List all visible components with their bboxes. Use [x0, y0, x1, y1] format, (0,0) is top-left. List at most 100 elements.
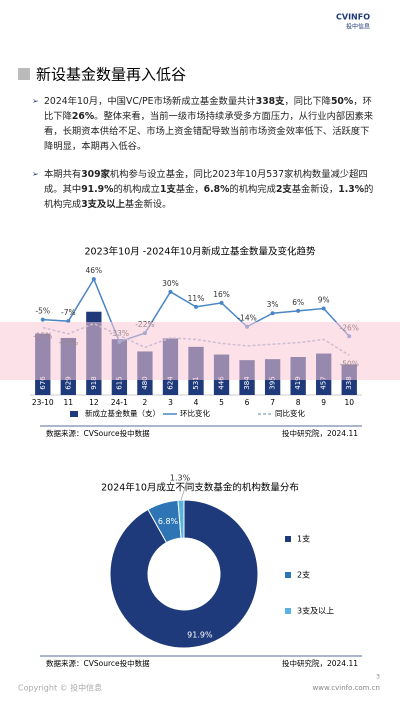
page-number: 3	[376, 674, 380, 681]
bar-label: 480	[141, 376, 149, 389]
x-tick-label: 23-10	[32, 398, 54, 407]
bar-label: 457	[320, 376, 328, 389]
point	[91, 277, 96, 282]
bar-label: 918	[90, 376, 98, 389]
legend-label: 同比变化	[275, 408, 305, 418]
point-label: 30%	[162, 279, 179, 288]
bullet-text: ，同比下降	[284, 96, 331, 107]
legend-swatch	[285, 608, 291, 614]
source: 数据来源：CVSource投中数据	[46, 658, 150, 668]
point-label: -14%	[237, 314, 256, 323]
bullet-text: 基金新设。	[124, 199, 172, 210]
point-label: 6%	[292, 298, 304, 307]
point	[194, 304, 198, 309]
bullet-arrow: ➢	[32, 170, 39, 179]
bar-label: 624	[166, 376, 174, 390]
logo: CVINFO	[336, 13, 370, 22]
overlay-band	[0, 322, 400, 380]
slice-label: 91.9%	[187, 630, 213, 639]
x-tick-label: 5	[219, 398, 224, 407]
point	[168, 289, 173, 294]
legend-label: 环比变化	[180, 408, 210, 418]
x-tick-label: 7	[270, 398, 275, 407]
point	[40, 317, 45, 322]
title-marker	[18, 68, 30, 80]
bullet: 2024年10月，中国VC/PE市场新成立基金数量共计338支，同比下降50%，…	[44, 94, 376, 154]
x-tick-label: 10	[344, 398, 354, 407]
legend-swatch	[285, 536, 291, 542]
source: 数据来源：CVSource投中数据	[46, 428, 150, 438]
x-tick-label: 4	[194, 398, 199, 407]
bar-label: 338	[345, 376, 353, 389]
x-tick-label: 11	[64, 398, 74, 407]
point-label: 46%	[86, 266, 103, 275]
bar-label: 676	[39, 376, 47, 390]
chart-title: 2023年10月 -2024年10月新成立基金数量及变化趋势	[85, 246, 316, 258]
bullet-text: 1支	[159, 184, 176, 195]
point	[296, 308, 301, 313]
bullet-text: 基金新设，	[291, 184, 339, 195]
point	[219, 300, 224, 305]
bullet-text: 的机构完成	[229, 184, 276, 195]
point	[321, 306, 326, 311]
point-label: -7%	[61, 308, 76, 317]
bar-label: 395	[269, 376, 277, 389]
x-tick-label: 24-1	[111, 398, 128, 407]
bullet-text: 1.3%	[338, 184, 365, 195]
x-tick-label: 8	[296, 398, 301, 407]
bullet-text: 50%	[330, 96, 354, 107]
bullet-text: 309家	[81, 169, 110, 180]
bullet-text: 338支	[255, 96, 285, 107]
point-label: 9%	[318, 295, 330, 304]
donut-slice	[177, 499, 185, 539]
bullet-text: 26%	[71, 111, 95, 122]
legend-label: 新成立基金数量（支）	[85, 408, 160, 418]
bullet-text: 3支及以上	[81, 199, 125, 210]
point	[270, 311, 275, 316]
legend-swatch	[70, 411, 78, 417]
legend-swatch	[285, 572, 291, 578]
bullet-text: 基金，	[175, 184, 204, 195]
x-tick-label: 9	[321, 398, 326, 407]
bullet-text: ，环比下降	[44, 96, 372, 122]
point-label: -5%	[35, 307, 50, 316]
slice-label: 1.3%	[170, 474, 191, 483]
logo-sub: 投中信息	[346, 23, 370, 31]
credit: 投中研究院，2024.11	[282, 428, 358, 438]
bullet-text: 6.8%	[203, 184, 230, 195]
bar-label: 384	[243, 376, 251, 390]
chart-title: 2024年10月成立不同支数基金的机构数量分布	[101, 482, 299, 494]
leader	[180, 477, 189, 501]
bullet-arrow: ➢	[32, 97, 39, 106]
point-label: 11%	[188, 294, 205, 303]
x-tick-label: 6	[245, 398, 250, 407]
donut-slice	[109, 499, 259, 649]
legend-label: 3支及以上	[297, 606, 334, 616]
x-tick-label: 3	[168, 398, 173, 407]
x-tick-label: 12	[89, 398, 99, 407]
bullet-text: 。整体来看，当前一级市场持续承受多方面压力，从行业内部因素来看，长期资本供给不足…	[44, 111, 374, 152]
bullet-text: 本期共有	[44, 169, 82, 180]
bullet-text: 91.9%	[81, 184, 114, 195]
copyright: Copyright © 投中信息	[18, 683, 102, 693]
title: 新设基金数量再入低谷	[36, 66, 186, 84]
x-tick-label: 2	[143, 398, 148, 407]
bullet-text: 机构参与设立基金，同比2023年10月537家机构数量减少超四成。其中	[44, 169, 368, 195]
legend-label: 1支	[297, 534, 310, 544]
bar-label: 419	[294, 376, 302, 389]
bar-label: 615	[115, 376, 123, 389]
bar-label: 629	[64, 376, 72, 389]
legend-label: 2支	[297, 570, 310, 580]
bar-label: 531	[192, 376, 200, 389]
point-label: 16%	[213, 290, 230, 299]
url: www.cvinfo.com.cn	[313, 684, 380, 692]
bullet-text: 的机构成立	[113, 184, 160, 195]
point-label: 3%	[267, 300, 279, 309]
bar-label: 446	[218, 376, 226, 390]
credit: 投中研究院，2024.11	[282, 658, 358, 668]
bullet: 本期共有309家机构参与设立基金，同比2023年10月537家机构数量减少超四成…	[44, 167, 376, 212]
slice-label: 6.8%	[158, 517, 179, 526]
bullet-text: 2024年10月，中国VC/PE市场新成立基金数量共计	[44, 96, 256, 107]
bullet-text: 的机构完成	[44, 184, 374, 210]
